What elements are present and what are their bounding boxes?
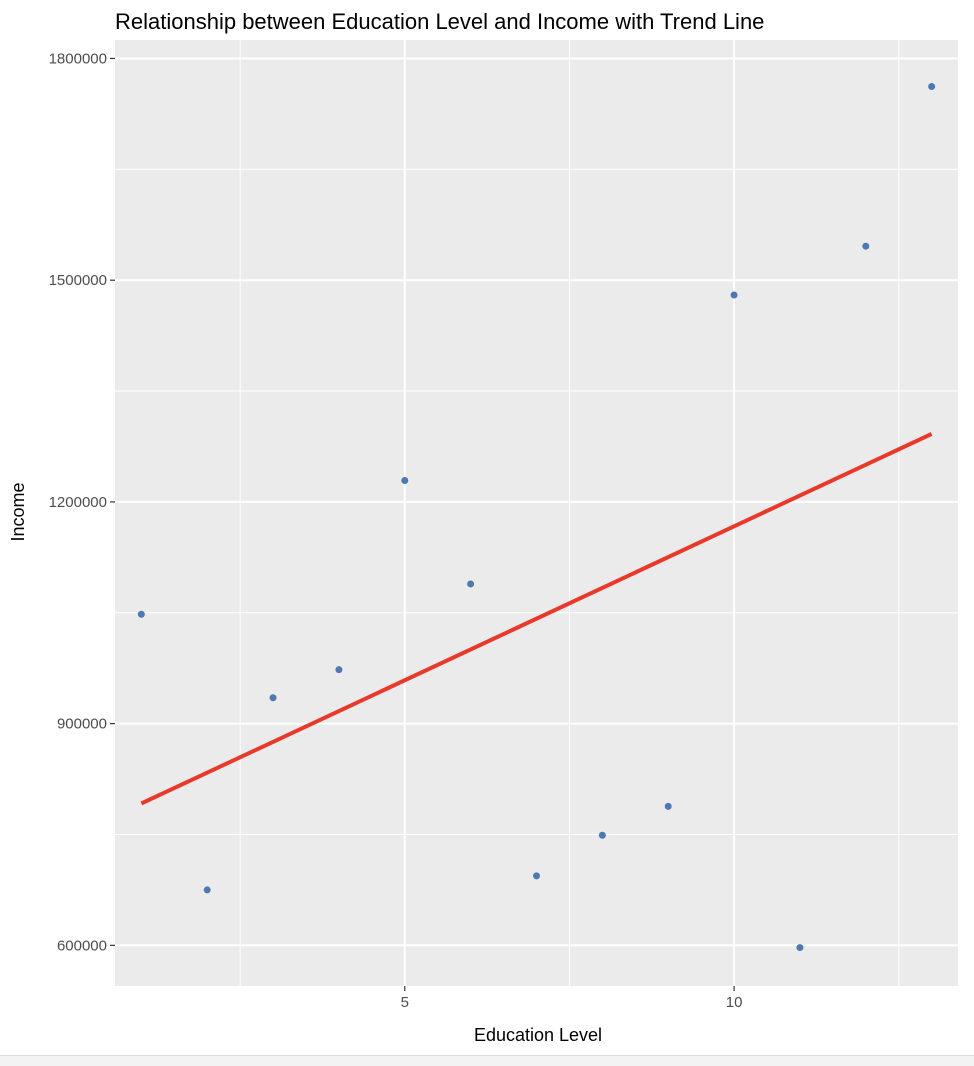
y-tick-label-4: 1800000 (49, 50, 107, 67)
data-points (137, 83, 936, 952)
data-point-9 (730, 291, 738, 299)
data-point-12 (928, 83, 936, 91)
x-axis-tick-labels: 5 10 (401, 994, 743, 1011)
y-tick-label-3: 1500000 (49, 272, 107, 289)
trend-line-layer (140, 432, 933, 806)
data-point-0 (137, 610, 145, 618)
data-point-4 (401, 476, 409, 484)
data-point-3 (335, 666, 343, 674)
data-point-1 (203, 886, 211, 894)
chart-title: Relationship between Education Level and… (115, 9, 764, 34)
data-point-6 (533, 872, 540, 880)
major-gridlines (115, 40, 958, 986)
data-point-11 (862, 242, 870, 250)
trend-line (140, 432, 933, 806)
data-point-7 (598, 831, 606, 839)
data-point-2 (269, 694, 277, 702)
y-axis-tick-labels: 600000 900000 1200000 1500000 1800000 (49, 50, 107, 954)
x-axis-title: Education Level (474, 1025, 602, 1045)
x-tick-label-1: 10 (726, 994, 743, 1011)
data-point-8 (664, 802, 672, 810)
data-point-10 (796, 944, 804, 952)
minor-gridlines (115, 40, 958, 986)
bottom-bar (0, 1055, 974, 1066)
x-tick-label-0: 5 (401, 994, 409, 1011)
y-axis-title: Income (8, 482, 28, 541)
plot-panel (115, 40, 958, 986)
y-tick-label-0: 600000 (57, 937, 107, 954)
y-tick-label-2: 1200000 (49, 494, 107, 511)
y-tick-label-1: 900000 (57, 716, 107, 733)
data-point-5 (467, 580, 475, 588)
axis-ticks (110, 57, 735, 991)
